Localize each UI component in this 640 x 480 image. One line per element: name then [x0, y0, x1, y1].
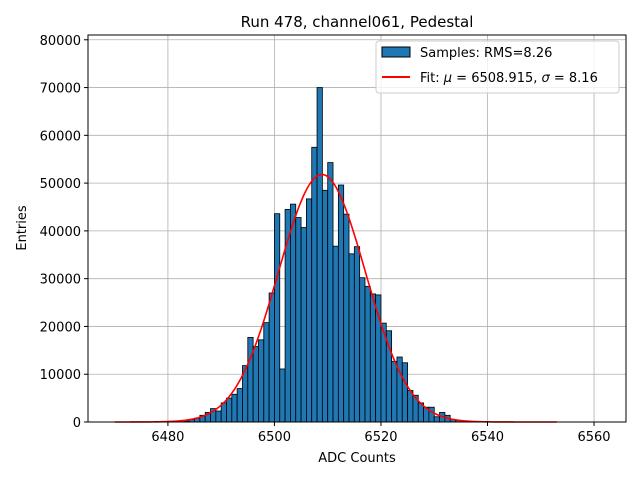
histogram-bar — [247, 337, 254, 423]
histogram-bar — [305, 198, 313, 423]
histogram-bar — [231, 393, 238, 423]
histogram-bar — [215, 410, 222, 423]
histogram-bar — [279, 368, 286, 423]
x-tick-label: 6520 — [364, 430, 397, 445]
legend: Samples: RMS=8.26 Fit: μ = 6508.915, σ =… — [375, 40, 620, 94]
histogram-bar — [311, 146, 318, 423]
histogram-bar — [258, 339, 265, 423]
histogram-bar — [327, 162, 334, 423]
histogram-bar — [316, 87, 323, 423]
histogram-bar — [321, 189, 329, 423]
histogram-bar — [263, 322, 270, 423]
y-axis-ticks: 0 10000 20000 30000 40000 50000 60000 70000 8000… — [40, 34, 88, 431]
histogram-bar — [369, 293, 377, 423]
y-tick-label: 20000 — [40, 320, 81, 335]
y-tick-label: 50000 — [40, 177, 81, 192]
histogram-bar — [226, 397, 233, 423]
y-axis-label: Entries — [15, 205, 30, 251]
histogram-bar — [332, 245, 339, 423]
chart-title: Run 478, channel061, Pedestal — [241, 13, 474, 31]
x-axis-label: ADC Counts — [318, 451, 396, 466]
histogram-bar — [236, 388, 243, 423]
histogram-bar — [401, 362, 409, 423]
histogram-bar — [359, 277, 366, 423]
plot-frame — [87, 34, 627, 423]
histogram-bar — [295, 217, 302, 423]
y-tick-label: 60000 — [40, 129, 81, 144]
histogram-bar — [337, 184, 345, 423]
histogram-bar — [252, 346, 259, 423]
histogram-bar — [364, 285, 371, 423]
legend-fit-label: Fit: μ = 6508.915, σ = 8.16 — [420, 71, 598, 86]
histogram-bar — [343, 213, 350, 423]
x-tick-label: 6540 — [471, 430, 504, 445]
histogram-bar — [274, 213, 281, 423]
histogram-bar — [353, 246, 361, 423]
x-tick-label: 6500 — [258, 430, 291, 445]
y-tick-label: 30000 — [40, 273, 81, 288]
y-tick-label: 80000 — [40, 34, 81, 49]
histogram-bar — [300, 227, 307, 423]
histogram-bar — [407, 390, 414, 423]
histogram-bar — [268, 292, 275, 423]
x-axis-ticks: 6480 6500 6520 6540 6560 — [151, 422, 611, 445]
x-tick-label: 6480 — [151, 430, 184, 445]
histogram-bar — [348, 253, 355, 423]
legend-samples-label: Samples: RMS=8.26 — [420, 46, 552, 61]
y-tick-label: 10000 — [40, 368, 81, 383]
histogram-bar — [220, 402, 227, 423]
histogram-bar — [433, 416, 440, 423]
histogram-bar — [290, 203, 297, 423]
legend-box — [375, 40, 620, 94]
grid — [88, 35, 626, 423]
y-tick-label: 70000 — [40, 82, 81, 97]
legend-samples-swatch — [381, 46, 411, 58]
histogram-bar — [391, 360, 398, 423]
x-tick-label: 6560 — [577, 430, 610, 445]
y-tick-label: 40000 — [40, 225, 81, 240]
histogram-bar — [428, 406, 435, 423]
y-tick-label: 0 — [73, 416, 81, 431]
